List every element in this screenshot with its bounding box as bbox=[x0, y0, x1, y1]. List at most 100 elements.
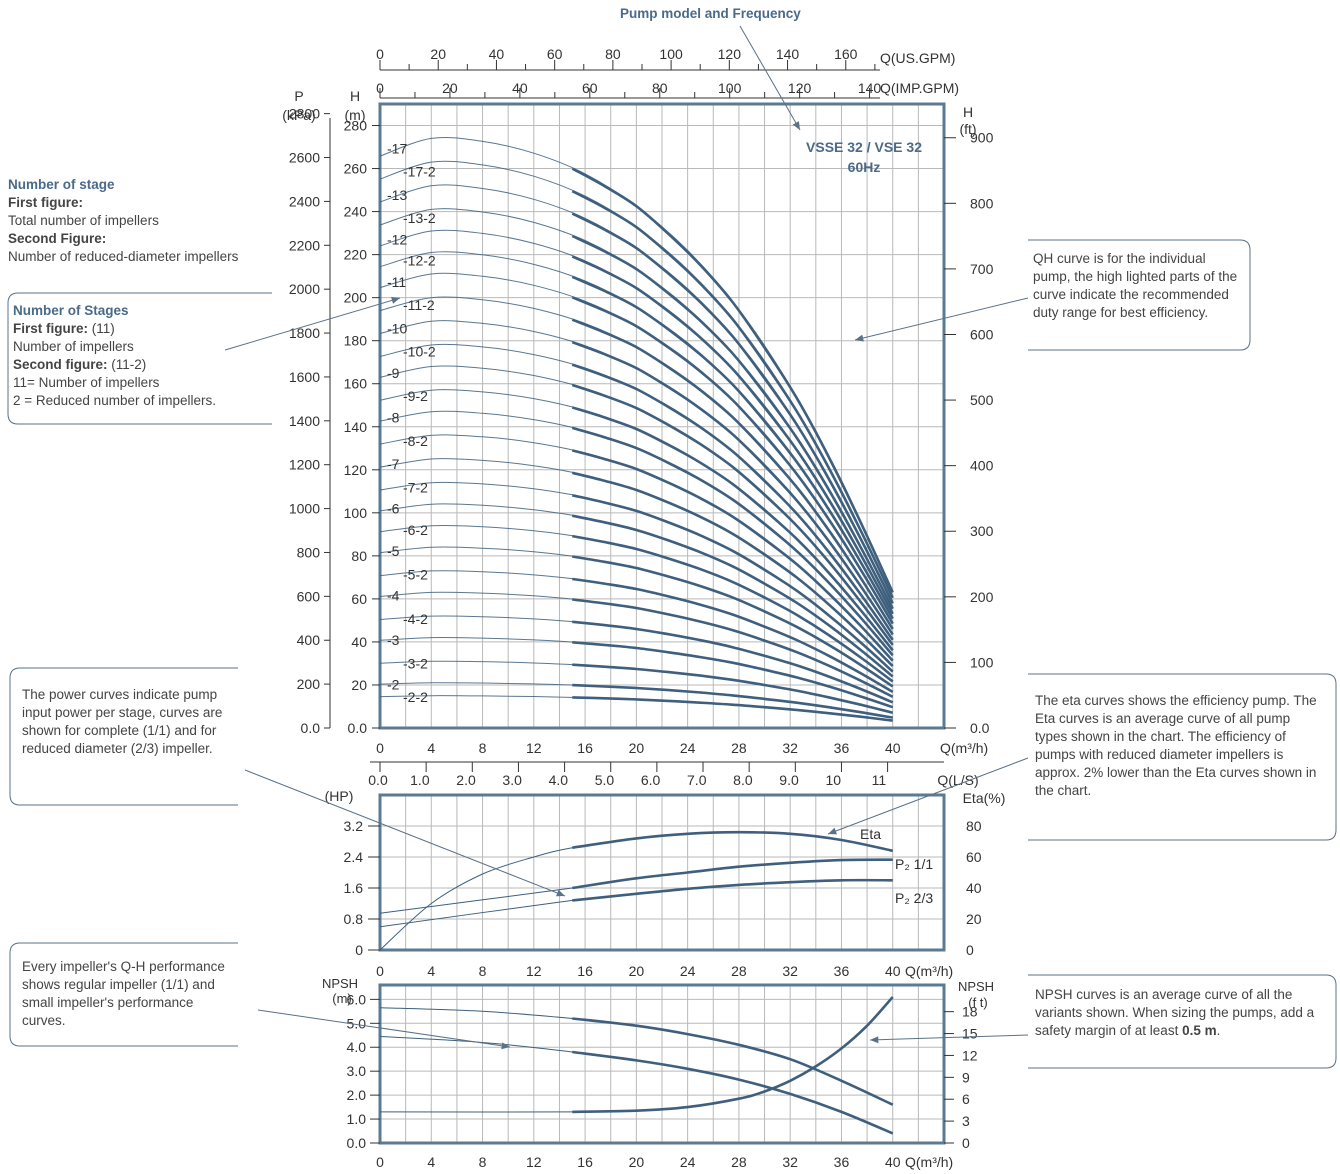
qh-stage-label: -6 bbox=[387, 501, 400, 517]
qh-h-tick-label: 200 bbox=[344, 290, 368, 306]
ls-tick-label: 0.0 bbox=[368, 772, 388, 788]
imp-gpm-tick-label: 40 bbox=[512, 80, 528, 96]
qh-h-tick-label: 280 bbox=[344, 118, 368, 134]
ls-tick-label: 5.0 bbox=[595, 772, 615, 788]
imp-gpm-tick-label: 80 bbox=[652, 80, 668, 96]
qh-stage-label: -5 bbox=[387, 543, 400, 559]
qh-x-tick-label: 40 bbox=[885, 740, 901, 756]
pw-x-tick-label: 16 bbox=[577, 963, 593, 979]
qh-stage-label: -3-2 bbox=[403, 655, 428, 671]
qh-x-tick-label: 36 bbox=[834, 740, 850, 756]
qh-h-tick-label: 160 bbox=[344, 376, 368, 392]
pw-curve-highlight bbox=[572, 858, 893, 890]
np-x-tick-label: 28 bbox=[731, 1154, 747, 1170]
ft-tick-label: 0.0 bbox=[970, 720, 990, 736]
ls-tick-label: 1.0 bbox=[410, 772, 430, 788]
qh-duty-curve bbox=[571, 406, 894, 652]
note-stage-b-line2: Number of impellers bbox=[13, 339, 134, 354]
qh-stage-label: -17 bbox=[387, 140, 407, 156]
qh-duty-curve bbox=[571, 471, 894, 668]
qh-leader-arrow-head bbox=[855, 334, 864, 342]
qh-leader-arrow bbox=[854, 297, 1029, 341]
imp-gpm-tick-label: 100 bbox=[718, 80, 742, 96]
note-stage-b-line3-rest: (11-2) bbox=[107, 357, 147, 372]
pw-x-tick-label: 28 bbox=[731, 963, 747, 979]
qh-x-axis-label: Q(m³/h) bbox=[940, 740, 988, 756]
us-gpm-tick-label: 160 bbox=[834, 46, 858, 62]
qh-stage-label: -9-2 bbox=[403, 388, 428, 404]
ft-axis-label: H bbox=[963, 104, 973, 120]
p2-full-curve-label: P₂ 1/1 bbox=[895, 856, 933, 872]
power-leader-arrow-head bbox=[556, 889, 565, 897]
qh-stage-label: -4 bbox=[387, 587, 400, 603]
pw-x-tick-label: 40 bbox=[885, 963, 901, 979]
qh-stage-label: -13 bbox=[387, 187, 407, 203]
np-x-tick-label: 8 bbox=[479, 1154, 487, 1170]
pw-curve-highlight bbox=[572, 878, 893, 902]
stage-bracket bbox=[7, 292, 272, 425]
note-power-curves: The power curves indicate pump input pow… bbox=[22, 687, 223, 756]
us-gpm-tick-label: 40 bbox=[489, 46, 505, 62]
qh-stage-label: -12-2 bbox=[403, 253, 436, 269]
npsh-m-tick-label: 2.0 bbox=[347, 1087, 367, 1103]
qh-x-tick-label: 20 bbox=[629, 740, 645, 756]
power-bracket bbox=[9, 667, 238, 806]
model-leader-arrow-head bbox=[792, 121, 800, 130]
npsh-m-axis-label: NPSH bbox=[322, 976, 358, 991]
qh-duty-curve bbox=[571, 340, 894, 636]
ft-tick-label: 300 bbox=[970, 523, 994, 539]
ls-axis-label: Q(L/S) bbox=[937, 772, 978, 788]
np-x-axis-label: Q(m³/h) bbox=[905, 1154, 953, 1170]
ft-tick-label: 400 bbox=[970, 458, 994, 474]
np-x-tick-label: 4 bbox=[427, 1154, 435, 1170]
header-title: Pump model and Frequency bbox=[620, 6, 801, 21]
pressure-tick-label: 2000 bbox=[289, 281, 320, 297]
eta-tick-label: 40 bbox=[966, 880, 982, 896]
note-stage-b-title: Number of Stages bbox=[13, 303, 129, 318]
np-x-tick-label: 36 bbox=[834, 1154, 850, 1170]
us-gpm-tick-label: 140 bbox=[776, 46, 800, 62]
pw-x-axis-label: Q(m³/h) bbox=[905, 963, 953, 979]
ft-tick-label: 600 bbox=[970, 326, 994, 342]
qh-h-tick-label: 260 bbox=[344, 161, 368, 177]
qh-stage-label: -12 bbox=[387, 231, 407, 247]
note-number-of-stages: Number of Stages First figure: (11) Numb… bbox=[13, 302, 263, 410]
pw-x-tick-label: 12 bbox=[526, 963, 542, 979]
np-curve-highlight bbox=[572, 1050, 894, 1135]
ft-axis-unit: (ft) bbox=[959, 121, 976, 137]
hp-tick-label: 0 bbox=[355, 942, 363, 958]
npsh-ft-tick-label: 18 bbox=[962, 1004, 978, 1020]
qh-duty-curve bbox=[572, 534, 894, 683]
note-stage-b-line1-rest: (11) bbox=[88, 321, 115, 336]
ls-tick-label: 11 bbox=[872, 772, 887, 788]
power-leader-arrow bbox=[244, 769, 566, 897]
qh-h-tick-label: 120 bbox=[344, 462, 368, 478]
qh-h-axis-label: H bbox=[350, 88, 360, 104]
ls-tick-label: 8.0 bbox=[733, 772, 753, 788]
npsh-ft-tick-label: 3 bbox=[962, 1113, 970, 1129]
qh-h-tick-label: 180 bbox=[344, 333, 368, 349]
qh-duty-curve bbox=[572, 514, 894, 678]
qh-h-tick-label: 20 bbox=[351, 677, 367, 693]
qh-stage-label: -7-2 bbox=[403, 479, 428, 495]
qh-duty-curve bbox=[572, 494, 894, 673]
ft-tick-label: 100 bbox=[970, 654, 994, 670]
qh-duty-curve bbox=[571, 234, 894, 610]
qh-x-tick-label: 4 bbox=[427, 740, 435, 756]
ls-tick-label: 9.0 bbox=[779, 772, 799, 788]
qh-stage-label: -8 bbox=[387, 409, 400, 425]
note-npsh-end: . bbox=[1216, 1023, 1221, 1038]
qh-plot-frame bbox=[378, 102, 946, 730]
pressure-tick-label: 800 bbox=[297, 544, 321, 560]
note-stage-a-line2: Total number of impellers bbox=[8, 213, 159, 228]
pw-x-tick-label: 8 bbox=[479, 963, 487, 979]
ls-tick-label: 4.0 bbox=[549, 772, 569, 788]
qh-duty-curve bbox=[572, 696, 893, 722]
qh-duty-curve bbox=[572, 620, 894, 704]
qh-duty-curve bbox=[571, 255, 894, 615]
pw-x-tick-label: 20 bbox=[629, 963, 645, 979]
note-number-of-stage: Number of stage First figure: Total numb… bbox=[8, 176, 248, 266]
npsh-ft-tick-label: 12 bbox=[962, 1047, 978, 1063]
note-stage-b-line1: First figure: bbox=[13, 321, 89, 336]
qh-stage-label: -13-2 bbox=[403, 210, 436, 226]
